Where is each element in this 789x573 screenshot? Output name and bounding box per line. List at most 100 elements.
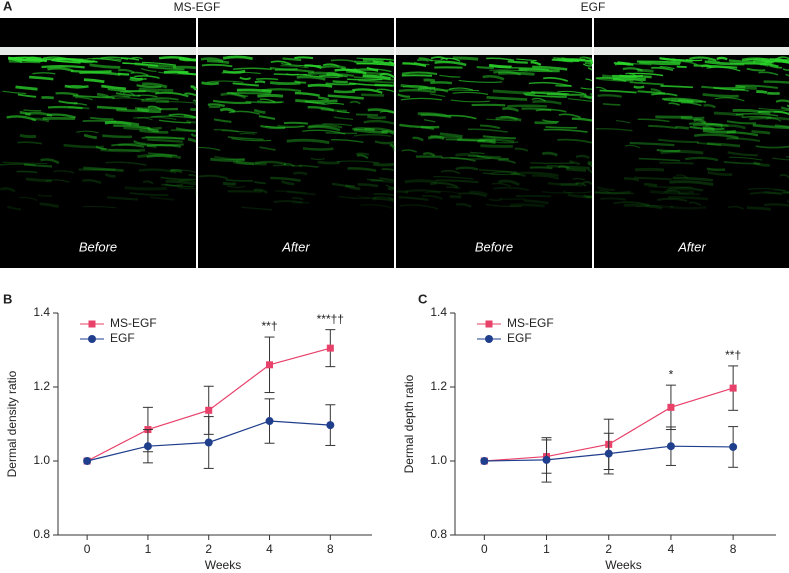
tissue-echo [458, 192, 487, 198]
tissue-echo [17, 141, 42, 145]
tissue-echo [141, 98, 169, 104]
tissue-echo [219, 107, 236, 113]
marker [666, 442, 675, 451]
tissue-echo [116, 108, 149, 113]
y-tick-label: 1.2 [430, 379, 447, 393]
tissue-echo [151, 115, 195, 119]
panel-label: B [3, 291, 12, 306]
tissue-echo [374, 140, 395, 145]
tissue-echo [680, 116, 705, 120]
tissue-echo [706, 66, 741, 72]
tissue-echo [200, 57, 224, 63]
tissue-echo [15, 85, 38, 91]
tissue-echo [477, 139, 496, 144]
tissue-echo [625, 72, 638, 78]
tissue-echo [179, 58, 197, 62]
tissue-echo [651, 92, 678, 97]
tissue-echo [635, 204, 674, 208]
tissue-echo [113, 124, 150, 130]
tissue-echo [595, 128, 633, 132]
tissue-echo [124, 186, 168, 191]
tissue-echo [498, 159, 516, 164]
tissue-echo [595, 86, 607, 91]
tissue-echo [258, 115, 276, 120]
tissue-echo [531, 174, 560, 180]
tissue-echo [637, 118, 670, 123]
tissue-echo [129, 192, 169, 197]
tissue-echo [531, 97, 546, 102]
tissue-echo [354, 133, 392, 137]
tissue-echo [530, 162, 574, 165]
tissue-echo [497, 179, 520, 187]
tissue-echo [565, 167, 587, 172]
tissue-echo [184, 92, 197, 97]
tissue-echo [479, 138, 515, 143]
tissue-echo [259, 98, 276, 103]
tissue-echo [256, 77, 279, 81]
tissue-echo [253, 108, 266, 114]
tissue-echo [147, 66, 185, 71]
tissue-echo [25, 177, 52, 183]
legend-marker [88, 335, 96, 343]
tissue-echo [294, 56, 314, 60]
tissue-echo [433, 176, 474, 180]
tissue-echo [117, 72, 130, 76]
tissue-echo [782, 68, 789, 71]
tissue-echo [530, 61, 542, 66]
marker [266, 361, 274, 369]
tissue-echo [638, 157, 681, 162]
tissue-echo [587, 169, 593, 174]
tissue-echo [542, 119, 560, 123]
tissue-echo [599, 89, 637, 94]
tissue-echo [572, 178, 585, 181]
tissue-echo [666, 187, 703, 192]
tissue-echo [747, 187, 786, 192]
tissue-echo [676, 174, 688, 179]
tissue-echo [707, 171, 733, 176]
tissue-echo [356, 154, 369, 160]
tissue-echo [714, 97, 745, 102]
tissue-echo [83, 166, 124, 172]
tissue-echo [137, 153, 173, 159]
tissue-echo [624, 144, 641, 149]
tissue-echo [449, 156, 491, 160]
tissue-echo [280, 65, 309, 69]
tissue-echo [55, 92, 79, 97]
panel-label: A [3, 0, 13, 13]
tissue-echo [518, 67, 560, 73]
tissue-echo [146, 154, 182, 159]
tissue-echo [477, 155, 509, 160]
tissue-echo [420, 113, 452, 119]
tissue-echo [445, 138, 486, 142]
marker [667, 403, 675, 411]
tissue-echo [145, 135, 185, 140]
tissue-echo [398, 196, 429, 201]
tissue-echo [356, 62, 395, 67]
tissue-echo [107, 196, 139, 201]
tissue-echo [523, 91, 567, 96]
tissue-echo [705, 123, 729, 127]
tissue-echo [0, 187, 16, 193]
tissue-echo [272, 164, 303, 168]
tissue-echo [735, 113, 779, 117]
tissue-echo [231, 138, 272, 142]
image-background [198, 18, 394, 268]
tissue-echo [702, 129, 736, 134]
tissue-echo [430, 56, 449, 61]
tissue-echo [317, 160, 340, 165]
tissue-echo [146, 144, 182, 148]
tissue-echo [723, 161, 760, 165]
tissue-echo [96, 105, 127, 111]
x-axis-label: Weeks [205, 558, 241, 572]
tissue-echo [210, 157, 245, 162]
tissue-echo [567, 193, 593, 199]
tissue-echo [206, 59, 230, 64]
marker [604, 449, 613, 458]
tissue-echo [147, 138, 183, 143]
tissue-echo [376, 88, 395, 93]
y-axis-label: Dermal depth ratio [402, 374, 416, 473]
tissue-echo [257, 93, 284, 98]
tissue-echo [670, 60, 698, 66]
tissue-echo [104, 120, 132, 126]
tissue-echo [108, 148, 141, 153]
